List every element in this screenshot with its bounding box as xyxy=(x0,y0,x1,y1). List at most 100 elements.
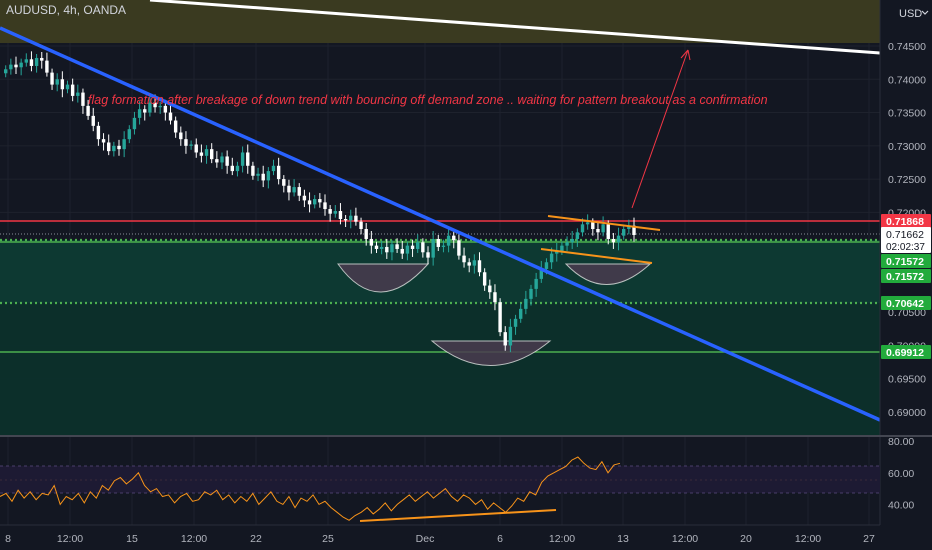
candle-body xyxy=(416,242,419,249)
candle-body xyxy=(488,286,491,293)
time-tick-label: 6 xyxy=(497,533,503,545)
candle-body xyxy=(267,171,270,180)
candle-body xyxy=(442,246,445,247)
candle-body xyxy=(328,209,331,214)
candle-body xyxy=(313,199,316,204)
candle-body xyxy=(292,187,295,192)
oscillator-tick-label: 60.00 xyxy=(888,468,914,480)
oscillator-tick-label: 40.00 xyxy=(888,499,914,511)
oscillator-axis-ticks: 80.00 60.00 40.00 xyxy=(888,436,914,511)
candle-body xyxy=(117,146,120,149)
candle-body xyxy=(550,254,553,263)
candle-body xyxy=(339,211,342,219)
price-tick-label: 0.74000 xyxy=(888,74,926,86)
candle-body xyxy=(498,302,501,332)
candle-body xyxy=(287,186,290,193)
candle-body xyxy=(56,79,59,84)
time-tick-label: 15 xyxy=(126,533,138,545)
candle-body xyxy=(174,121,177,133)
candle-body xyxy=(586,222,589,224)
candle-body xyxy=(256,174,259,176)
candle-body xyxy=(205,149,208,156)
candle-body xyxy=(50,73,53,85)
candle-body xyxy=(524,299,527,309)
oscillator-divergence-line[interactable] xyxy=(360,510,556,521)
time-tick-label: 12:00 xyxy=(181,533,207,545)
candle-body xyxy=(385,247,388,252)
price-badge-label: 0.69912 xyxy=(886,347,924,359)
demand-zone-upper xyxy=(0,240,880,303)
candle-body xyxy=(220,156,223,162)
candle-body xyxy=(411,246,414,249)
candle-body xyxy=(483,272,486,285)
time-tick-label: 8 xyxy=(5,533,11,545)
time-tick-label: Dec xyxy=(416,533,435,545)
time-tick-label: 22 xyxy=(250,533,262,545)
candle-body xyxy=(92,116,95,126)
candle-body xyxy=(473,260,476,265)
time-tick-label: 25 xyxy=(322,533,334,545)
candle-body xyxy=(107,142,110,151)
candle-body xyxy=(452,236,455,241)
candle-body xyxy=(231,166,234,171)
candle-body xyxy=(45,61,48,73)
candle-body xyxy=(308,200,311,204)
candle-body xyxy=(401,249,404,254)
candle-body xyxy=(76,93,79,96)
candle-body xyxy=(61,79,64,89)
price-badge-label: 0.70642 xyxy=(886,298,924,310)
candle-body xyxy=(421,242,424,252)
demand-zone-lower xyxy=(0,303,880,436)
time-tick-label: 20 xyxy=(740,533,752,545)
candle-body xyxy=(9,65,12,70)
candle-body xyxy=(519,309,522,319)
candle-body xyxy=(97,126,100,139)
candle-body xyxy=(169,113,172,121)
candle-body xyxy=(40,58,43,61)
bar-countdown-label: 02:02:37 xyxy=(886,242,925,253)
candle-body xyxy=(210,149,213,159)
currency-label[interactable]: USD xyxy=(899,8,922,20)
candle-body xyxy=(334,211,337,214)
candle-body xyxy=(179,133,182,140)
candle-body xyxy=(390,244,393,252)
candle-body xyxy=(66,85,69,90)
candle-body xyxy=(431,239,434,258)
price-badge-label: 0.71662 xyxy=(886,229,924,241)
candle-body xyxy=(200,152,203,155)
time-tick-label: 12:00 xyxy=(57,533,83,545)
annotation-text[interactable]: flag formation after breakage of down tr… xyxy=(88,93,768,107)
candle-body xyxy=(133,118,136,129)
price-tick-label: 0.74500 xyxy=(888,41,926,53)
candle-body xyxy=(560,246,563,251)
candle-body xyxy=(406,246,409,254)
candle-body xyxy=(122,139,125,149)
candle-body xyxy=(282,179,285,186)
price-badge-label: 0.71572 xyxy=(886,271,924,283)
candle-body xyxy=(25,59,28,62)
candle-body xyxy=(370,239,373,246)
candle-body xyxy=(478,260,481,272)
price-badge-label: 0.71868 xyxy=(886,216,924,228)
candle-body xyxy=(241,152,244,165)
candle-body xyxy=(509,327,512,346)
candle-body xyxy=(112,146,115,151)
candle-body xyxy=(30,59,33,66)
candle-body xyxy=(272,166,275,171)
candle-body xyxy=(591,222,594,229)
symbol-header[interactable]: AUDUSD, 4h, OANDA xyxy=(6,3,126,17)
candle-body xyxy=(596,229,599,232)
candle-body xyxy=(262,174,265,181)
candle-body xyxy=(277,166,280,179)
candle-body xyxy=(447,236,450,246)
candle-body xyxy=(601,224,604,232)
price-tick-label: 0.69500 xyxy=(888,374,926,386)
candle-body xyxy=(545,262,548,269)
time-axis[interactable] xyxy=(0,525,932,550)
candle-body xyxy=(246,152,249,165)
candle-body xyxy=(354,216,357,222)
candle-body xyxy=(375,246,378,249)
candle-body xyxy=(189,144,192,145)
candle-body xyxy=(143,109,146,112)
